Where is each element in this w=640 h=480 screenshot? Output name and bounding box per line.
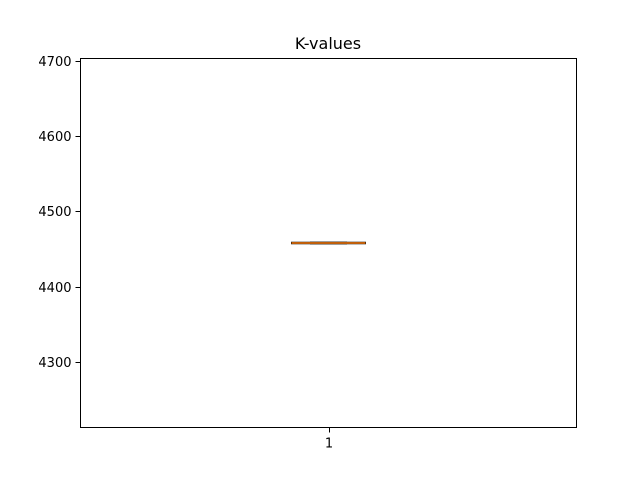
y-tick-label: 4400 — [38, 281, 71, 296]
y-tick-label: 4600 — [38, 130, 71, 145]
x-tick-label: 1 — [325, 437, 333, 452]
y-tick-label: 4700 — [38, 55, 71, 70]
x-axis: 1 — [325, 427, 333, 452]
y-axis: 4300 4400 4500 4600 4700 — [38, 55, 81, 371]
y-tick-label: 4500 — [38, 205, 71, 220]
box-series — [291, 241, 366, 245]
plot-frame — [80, 58, 577, 428]
y-tick-label: 4300 — [38, 356, 71, 371]
chart-title: K-values — [295, 34, 361, 53]
